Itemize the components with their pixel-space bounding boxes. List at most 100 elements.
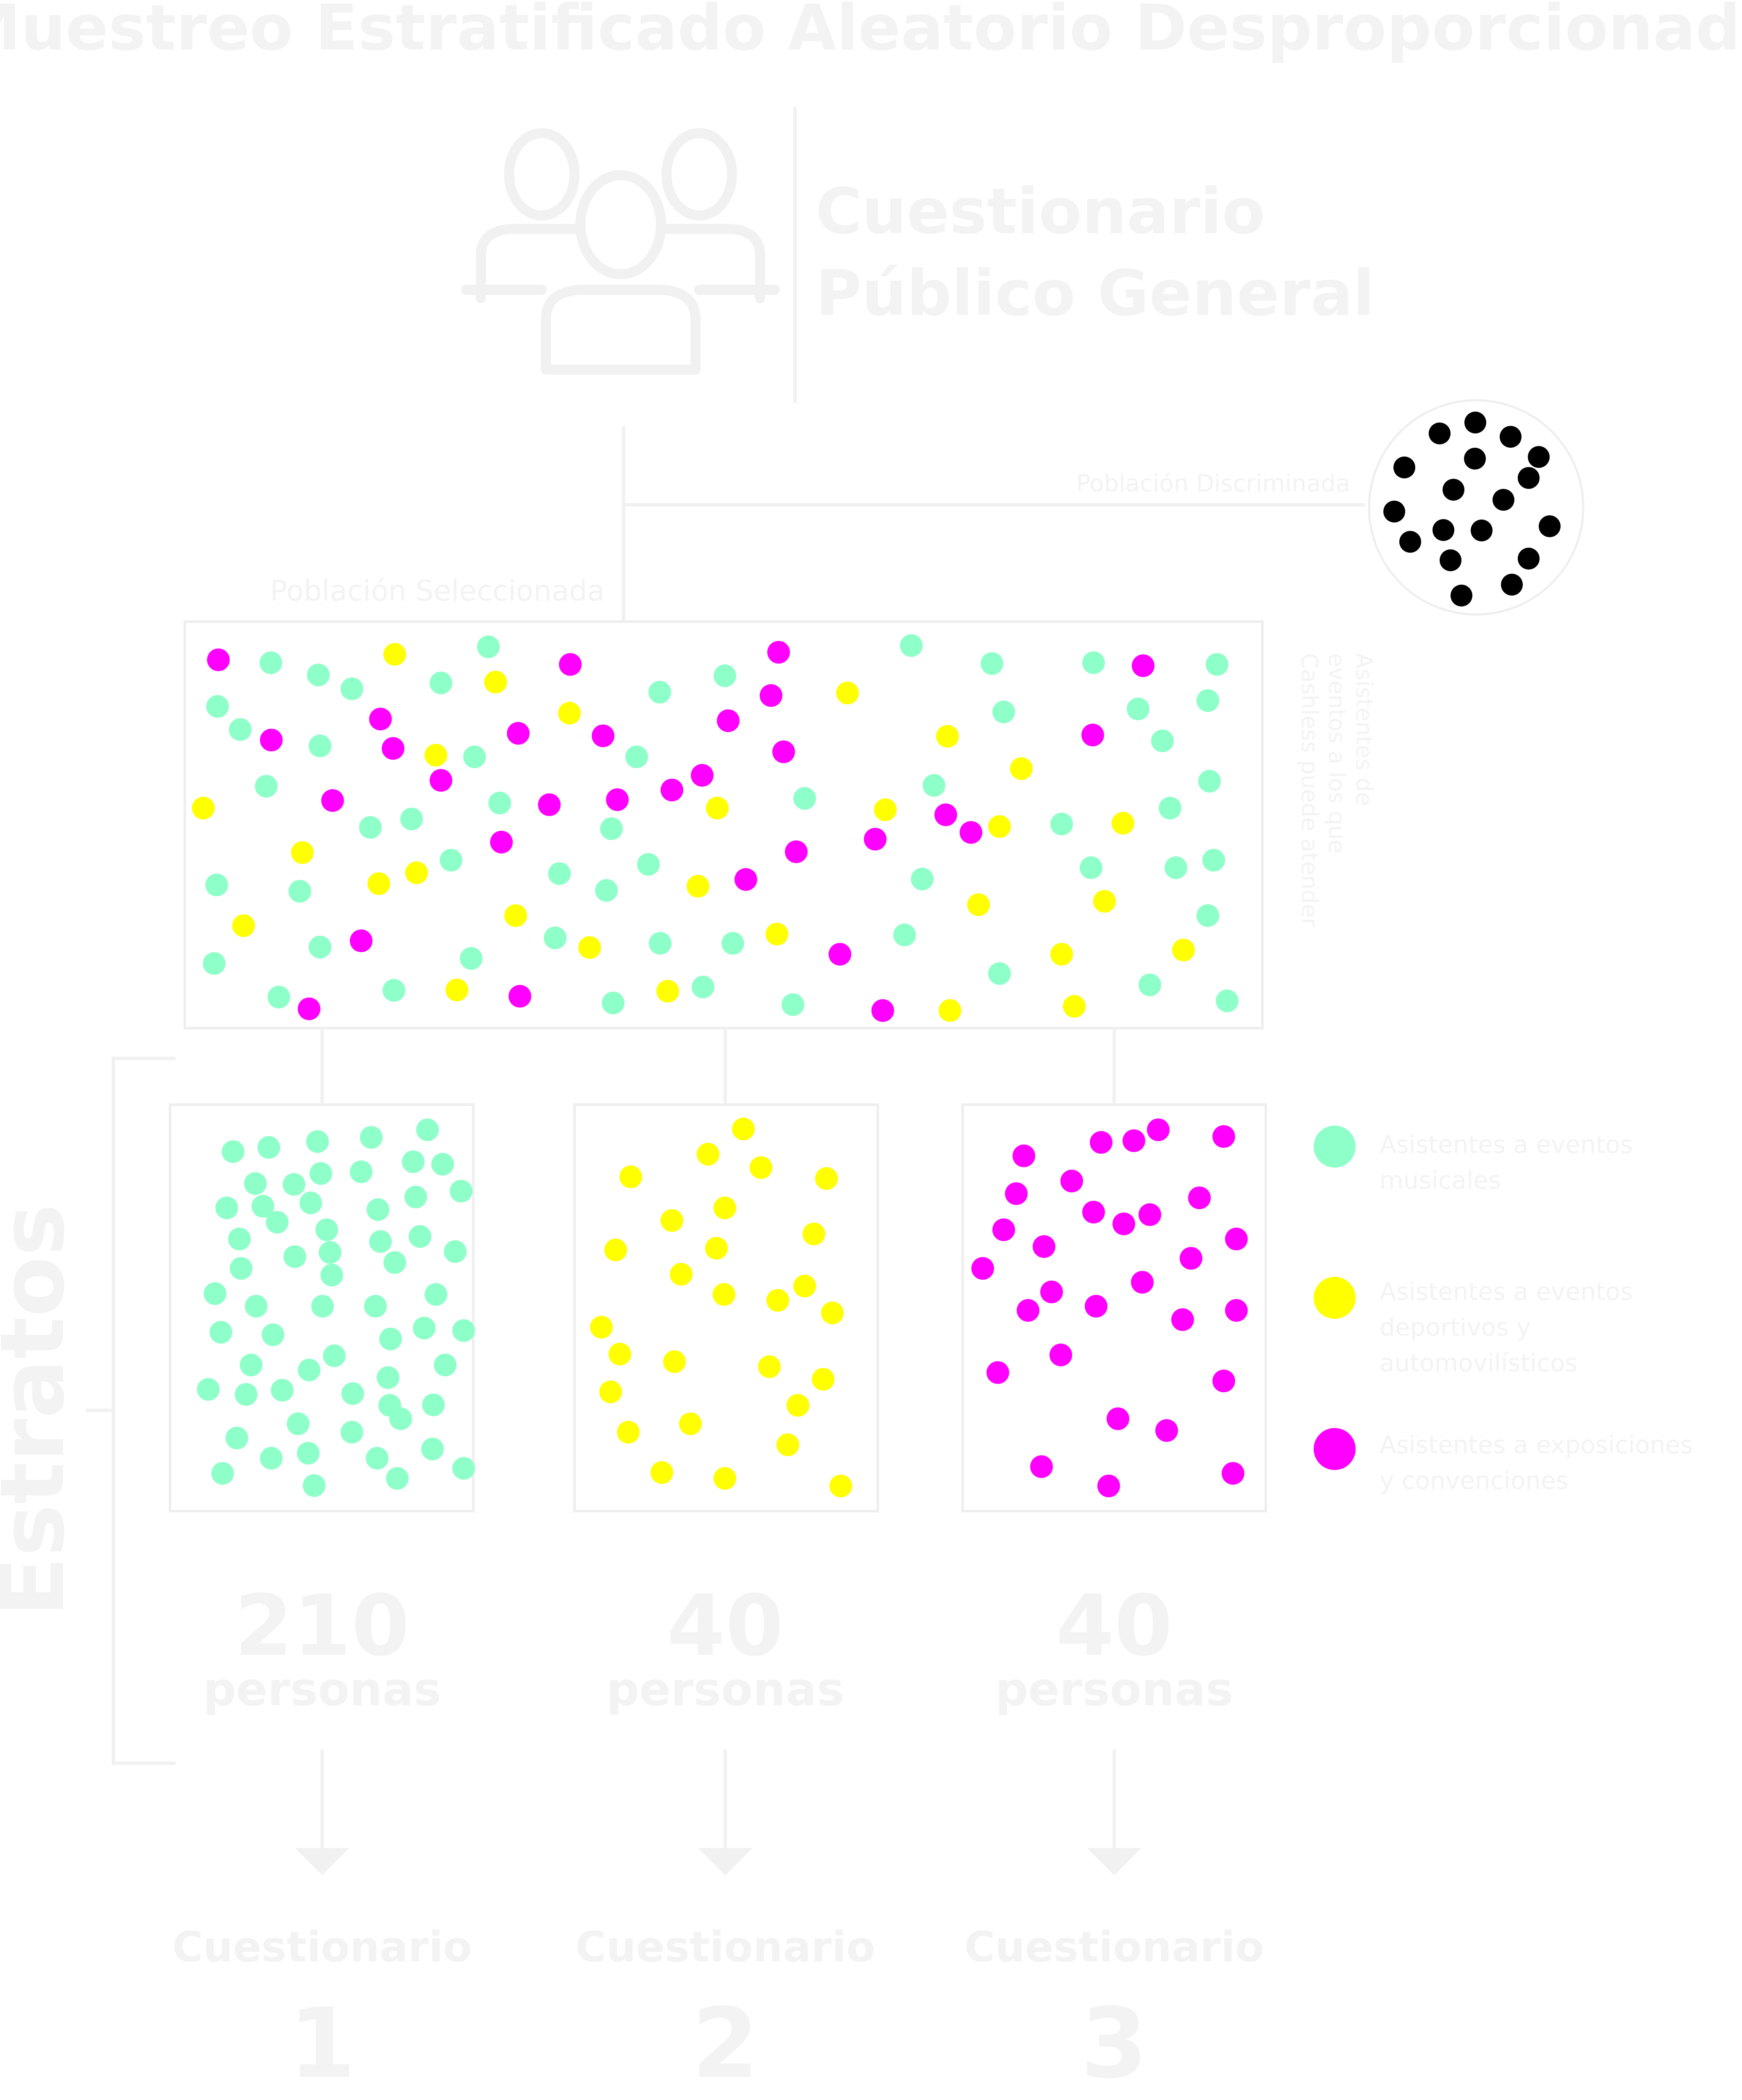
music-dot: [287, 1412, 310, 1435]
music-dot: [289, 880, 311, 903]
expo-dot: [1040, 1281, 1063, 1303]
music-dot: [402, 1150, 425, 1173]
sports-dot: [803, 1223, 825, 1245]
music-dot: [1082, 651, 1105, 674]
expo-dot: [490, 831, 513, 853]
music-dot: [257, 1136, 280, 1159]
music-dot: [452, 1457, 475, 1480]
music-dot: [431, 1153, 454, 1176]
music-dot: [215, 1197, 238, 1219]
music-dot: [1196, 689, 1219, 712]
expo-dot: [1082, 1201, 1105, 1223]
expo-dot: [760, 684, 782, 707]
expo-dot: [1090, 1131, 1112, 1154]
music-dot: [364, 1295, 387, 1318]
music-dot: [271, 1379, 294, 1402]
expo-dot: [382, 737, 404, 760]
excluded-dot: [1432, 519, 1454, 541]
excluded-dot: [1501, 574, 1523, 596]
selected-population-label: Población Seleccionada: [270, 575, 605, 608]
expo-dot: [717, 709, 740, 732]
expo-dot: [1013, 1144, 1035, 1167]
sports-dot: [687, 875, 709, 898]
excluded-dot: [1451, 585, 1472, 606]
music-dot: [692, 976, 714, 998]
expo-dot: [1212, 1125, 1235, 1148]
discriminated-population-label: Población Discriminada: [1076, 470, 1350, 497]
expo-dot: [1180, 1247, 1202, 1270]
music-dot: [404, 1186, 427, 1208]
sports-dot: [777, 1433, 799, 1456]
music-dot: [923, 774, 945, 797]
sports-dot: [604, 1239, 627, 1261]
legend-3-line2: y convenciones: [1380, 1466, 1569, 1495]
excluded-dot: [1393, 457, 1415, 478]
music-dot: [988, 962, 1011, 985]
expo-dot: [1081, 724, 1104, 746]
expo-dot: [772, 740, 795, 763]
excluded-dot: [1528, 446, 1550, 468]
music-dot: [1080, 856, 1102, 879]
music-dot: [383, 979, 405, 1002]
music-dot: [350, 1160, 373, 1183]
sports-dot: [766, 923, 788, 945]
music-dot: [229, 718, 252, 741]
sports-dot: [713, 1283, 735, 1306]
excluded-dot: [1440, 549, 1461, 571]
music-dot: [383, 1251, 406, 1274]
music-dot: [488, 792, 511, 814]
music-dot: [283, 1245, 306, 1268]
expo-dot: [1225, 1299, 1248, 1322]
expo-dot: [785, 840, 808, 863]
music-dot: [434, 1354, 456, 1376]
sports-dot: [663, 1350, 686, 1373]
music-dot: [992, 701, 1015, 723]
excluded-dot: [1518, 467, 1540, 489]
music-dot: [430, 672, 452, 694]
questionnaire-3-label: Cuestionario: [964, 1922, 1264, 1971]
music-dot: [1198, 770, 1221, 793]
music-dot: [245, 1295, 268, 1318]
music-dot: [315, 1218, 338, 1241]
music-dot: [260, 651, 282, 674]
music-dot: [359, 816, 382, 839]
excluded-dot: [1471, 520, 1493, 541]
expo-dot: [207, 648, 230, 671]
sports-dot: [697, 1143, 719, 1166]
questionnaire-1-label: Cuestionario: [172, 1922, 472, 1971]
music-dot: [320, 1264, 343, 1286]
side-label-line1: Asistentes de: [1351, 653, 1377, 806]
excluded-dot: [1383, 501, 1405, 522]
expo-dot: [691, 764, 714, 787]
music-dot: [222, 1140, 244, 1163]
stratum-1-dots: [197, 1118, 475, 1497]
sports-dot: [504, 904, 527, 927]
music-dot: [379, 1328, 402, 1350]
expo-dot: [592, 724, 614, 747]
music-dot: [205, 874, 228, 896]
music-dot: [1216, 990, 1238, 1012]
expo-dot: [350, 929, 373, 952]
music-dot: [228, 1228, 251, 1250]
excluded-dot: [1399, 531, 1421, 553]
legend-swatch-sports: [1314, 1277, 1356, 1319]
questionnaire-2-number: 2: [692, 1988, 759, 2100]
survey-title-line1: Cuestionario: [816, 175, 1265, 248]
legend-2-line1: Asistentes a eventos: [1380, 1277, 1633, 1306]
legend-2-line3: automovilísticos: [1380, 1349, 1578, 1377]
music-dot: [409, 1225, 431, 1248]
music-dot: [548, 862, 571, 885]
music-dot: [637, 853, 660, 876]
sports-dot: [750, 1156, 772, 1179]
legend-3-line1: Asistentes a exposiciones: [1380, 1431, 1693, 1459]
sports-dot: [609, 1343, 631, 1365]
sports-dot: [405, 861, 428, 884]
sports-dot: [874, 798, 897, 821]
arrow-down-icon: [295, 1749, 349, 1875]
music-dot: [900, 634, 923, 657]
expo-dot: [538, 793, 561, 816]
music-dot: [911, 868, 934, 890]
music-dot: [255, 775, 278, 798]
music-dot: [625, 746, 648, 768]
music-dot: [319, 1241, 341, 1264]
